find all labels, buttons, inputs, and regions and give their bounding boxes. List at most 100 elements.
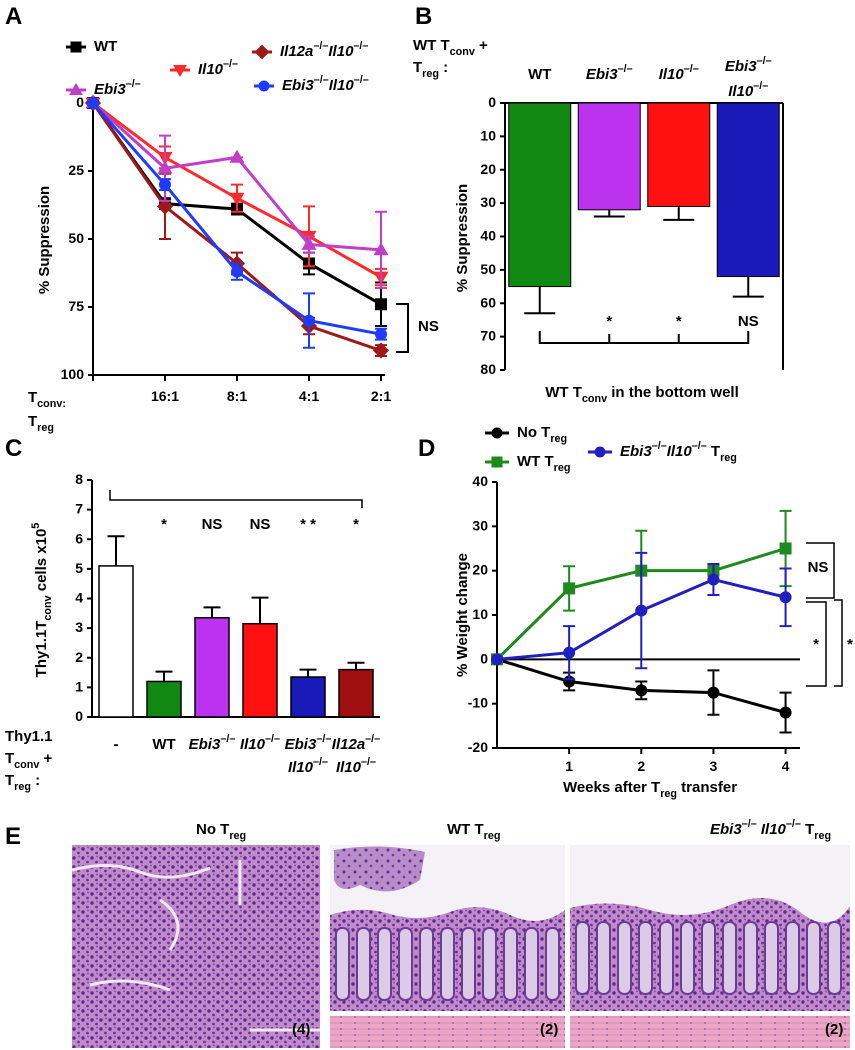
text-run: T — [28, 389, 37, 406]
histology-1 — [71, 845, 320, 1048]
y-tick-label: 6 — [75, 530, 83, 546]
category-label: Ebi3–/– — [189, 733, 236, 753]
text-run: conv: — [37, 398, 66, 410]
category-label: WT — [528, 66, 551, 83]
bar — [647, 102, 711, 207]
text-run: T — [801, 821, 814, 838]
text-run: reg — [422, 68, 439, 80]
text-run: –/– — [316, 733, 331, 745]
legend-label: Il10–/– — [198, 58, 238, 78]
y-tick-label: 50 — [480, 261, 496, 277]
text-run: % Weight change — [454, 553, 471, 677]
text-run: –/– — [354, 74, 369, 86]
legend-label: WT Treg — [517, 453, 570, 474]
annotation: * — [676, 313, 682, 330]
text-run: T — [5, 772, 14, 789]
bar — [577, 102, 641, 211]
legend-label: Ebi3–/– — [94, 78, 141, 98]
image-title: No Treg — [196, 821, 246, 842]
y-tick-label: 40 — [472, 473, 488, 489]
category-label: Il10–/– — [728, 80, 768, 100]
error-bar — [203, 606, 221, 618]
text-run: 30 — [480, 194, 496, 210]
x-tick-label: 1 — [565, 758, 573, 774]
annotation: * — [353, 516, 359, 533]
text-run: Il10 — [329, 77, 355, 94]
crypt — [722, 921, 737, 995]
crypt — [701, 921, 716, 995]
text-run: –/– — [742, 818, 757, 830]
marker — [373, 242, 389, 256]
x-tick-label: 4 — [782, 758, 790, 774]
text-run: * * — [300, 516, 316, 533]
text-run: 100 — [61, 366, 85, 382]
text-run: * — [847, 636, 853, 653]
y-axis-label: % Suppression — [36, 186, 53, 294]
text-run: 2:1 — [371, 388, 391, 404]
image-title: WT Treg — [447, 821, 500, 842]
text-run: –/– — [313, 40, 328, 52]
annotation: * — [847, 636, 853, 653]
crypt — [785, 921, 800, 995]
muscle — [330, 1016, 565, 1048]
bracket — [806, 542, 835, 599]
legend-label: Ebi3–/–Il10–/– — [282, 74, 369, 94]
text-run: –/– — [753, 80, 768, 92]
crypt — [575, 921, 590, 995]
category-label: Il10–/– — [288, 756, 328, 776]
y-tick-label: 25 — [68, 162, 84, 178]
panel-label: C — [5, 435, 22, 462]
text-run: % Suppression — [454, 184, 471, 292]
text-run: No T — [196, 821, 229, 838]
x-tick-label: 16:1 — [151, 388, 179, 404]
text-run: –/– — [684, 63, 699, 75]
crypt — [419, 927, 434, 1001]
text-run: 8:1 — [227, 388, 247, 404]
text-run: Il10 — [336, 759, 362, 776]
legend-marker — [594, 446, 606, 458]
series-line — [91, 102, 382, 336]
text-run: WT T — [545, 384, 582, 401]
annotation: * * — [300, 516, 316, 533]
title: Treg : — [413, 59, 448, 80]
text-run: * — [353, 516, 359, 533]
x-tick-label: 8:1 — [227, 388, 247, 404]
text-run: 25 — [68, 162, 84, 178]
marker — [87, 97, 99, 109]
category-label: Il12a–/– — [332, 733, 380, 753]
text-run: Ebi3 — [189, 736, 221, 753]
text-run: + — [39, 750, 52, 767]
text-run: WT — [528, 66, 551, 83]
text-run: A — [5, 3, 22, 30]
text-run: Ebi3 — [285, 736, 317, 753]
crypt — [743, 921, 758, 995]
image-count: (2) — [540, 1021, 558, 1038]
text-run: Weeks after T — [563, 779, 660, 796]
text-run: (2) — [540, 1021, 558, 1038]
text-run: 10 — [480, 127, 496, 143]
text-run: T — [5, 750, 14, 767]
crypt — [398, 927, 413, 1001]
bar — [716, 102, 780, 278]
text-run: -20 — [468, 739, 488, 755]
text-run: Thy1.1T — [33, 621, 50, 678]
crypt — [524, 927, 539, 1001]
marker — [707, 573, 720, 586]
y-tick-label: 80 — [480, 361, 496, 377]
y-tick-label: 50 — [68, 230, 84, 246]
text-run: conv — [42, 595, 54, 620]
text-run: (4) — [292, 1021, 310, 1038]
bracket — [538, 331, 750, 344]
image-title: Ebi3–/– Il10–/– Treg — [710, 818, 831, 842]
y-tick-label: 40 — [480, 227, 496, 243]
annotation: NS — [808, 559, 829, 576]
text-run: NS — [738, 313, 759, 330]
text-run: -10 — [468, 694, 488, 710]
y-axis-label: % Suppression — [454, 184, 471, 292]
text-run: 50 — [68, 230, 84, 246]
text-run: Il10 — [198, 61, 224, 78]
text-run: reg — [14, 781, 31, 793]
text-run: E — [5, 823, 21, 850]
y-tick-label: 100 — [61, 366, 85, 382]
title: WT Tconv + — [413, 37, 488, 58]
